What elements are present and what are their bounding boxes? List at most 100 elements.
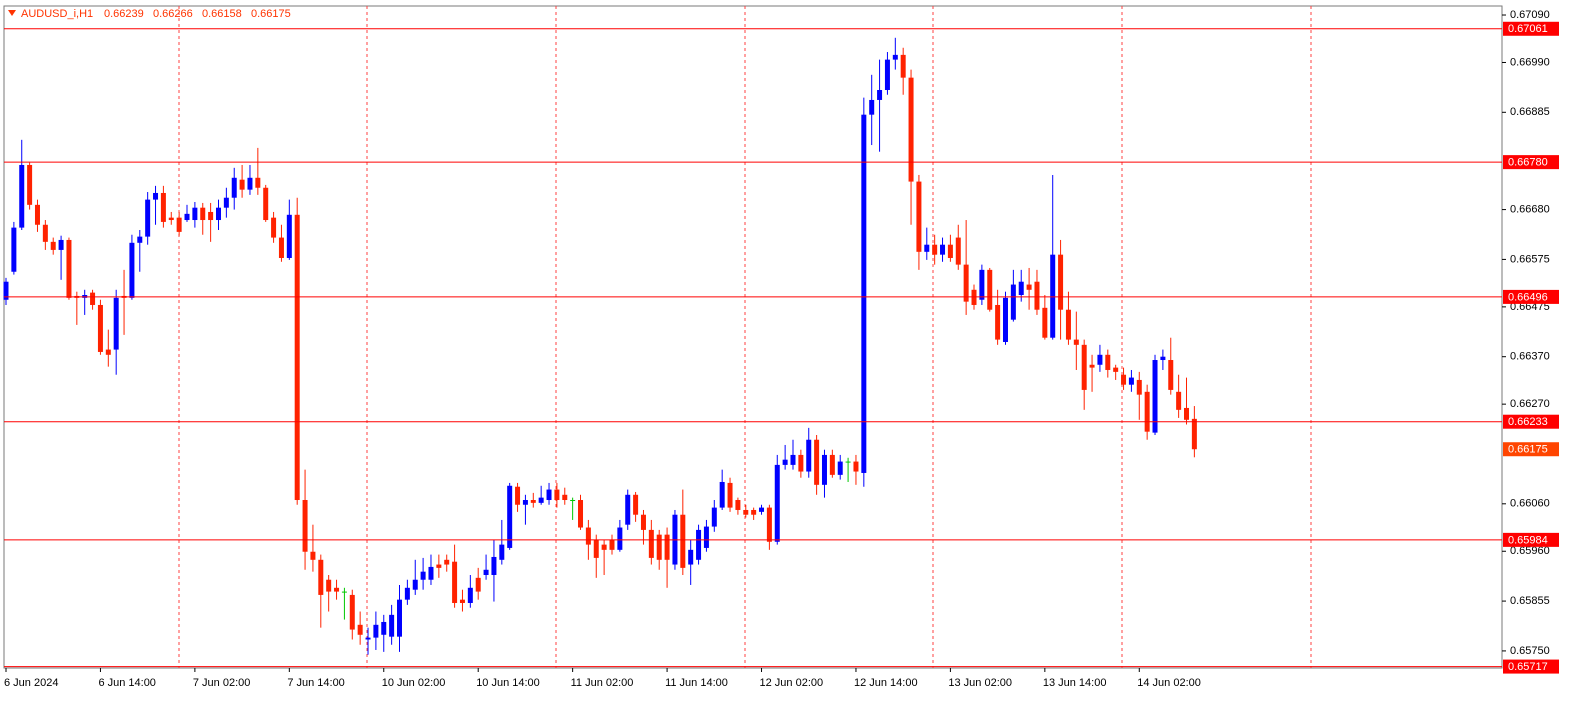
candle-body (884, 59, 890, 90)
candle-body (381, 621, 387, 635)
y-tick-label: 0.66060 (1510, 498, 1550, 510)
x-tick-label: 13 Jun 02:00 (948, 677, 1012, 689)
candle-body (444, 559, 450, 565)
candle-body (365, 637, 371, 640)
candle-body (1121, 374, 1127, 385)
candle-body (208, 211, 214, 221)
candle-body (798, 454, 804, 472)
candle-body (719, 481, 725, 508)
candle-body (223, 197, 229, 208)
candle-body (247, 177, 253, 190)
candle-body (727, 482, 733, 508)
candle-body (877, 89, 883, 100)
candle-body (491, 556, 497, 575)
candle-body (357, 624, 363, 635)
candle-body (137, 236, 143, 243)
candle-body (530, 500, 536, 503)
candle-body (1136, 379, 1142, 395)
header-high: 0.66266 (153, 8, 193, 20)
candle-body (1089, 364, 1095, 368)
candle-body (373, 624, 379, 638)
candle-body (1026, 284, 1032, 290)
level-label-box (1503, 21, 1559, 36)
candle-body (924, 244, 930, 252)
candle-body (160, 192, 166, 222)
candle-body (940, 244, 946, 255)
candle-body (1128, 377, 1134, 385)
candle-body (1034, 281, 1040, 310)
candle-body (987, 269, 993, 310)
candle-body (294, 214, 300, 501)
candle-body (467, 587, 473, 603)
candle-body (688, 549, 694, 565)
candle-body (11, 227, 17, 272)
candle-body (1144, 391, 1150, 432)
candle-body (1050, 254, 1056, 338)
x-tick-label: 10 Jun 02:00 (382, 677, 446, 689)
candle-body (766, 507, 772, 542)
candle-body (892, 54, 898, 60)
candle-body (168, 217, 174, 221)
level-label: 0.65984 (1508, 534, 1548, 546)
candle-body (428, 566, 434, 580)
candle-body (1042, 307, 1048, 338)
candle-body (869, 99, 875, 115)
candle-body (538, 497, 544, 503)
candle-body (640, 514, 646, 530)
candle-body (932, 244, 938, 255)
candle-body (625, 494, 631, 525)
candle-body (475, 577, 481, 592)
candle-body (1191, 418, 1197, 450)
x-tick-label: 10 Jun 14:00 (476, 677, 540, 689)
candle-body (420, 571, 426, 580)
candle-body (239, 179, 245, 190)
candle-body (310, 551, 316, 560)
candle-body (113, 297, 119, 350)
y-tick-label: 0.66575 (1510, 253, 1550, 265)
y-tick-label: 0.66885 (1510, 106, 1550, 118)
candle-body (58, 239, 64, 250)
candle-body (499, 544, 505, 560)
candle-body (192, 207, 198, 221)
candle-body (302, 500, 308, 552)
candle-body (806, 439, 812, 472)
header-open: 0.66239 (104, 8, 144, 20)
x-tick-label: 11 Jun 02:00 (571, 677, 634, 689)
candle-body (680, 514, 686, 568)
y-tick-label: 0.66270 (1510, 398, 1550, 410)
candle-body (900, 54, 906, 78)
candle-body (1160, 356, 1166, 361)
candle-body (389, 614, 395, 637)
x-tick-label: 12 Jun 14:00 (854, 677, 918, 689)
x-tick-label: 6 Jun 2024 (4, 677, 58, 689)
candle-body (979, 269, 985, 300)
candle-body (711, 507, 717, 527)
candle-body (1176, 391, 1182, 410)
candle-body (1018, 281, 1024, 296)
level-label: 0.66780 (1508, 157, 1548, 169)
candle-body (1184, 407, 1189, 420)
candle-body (153, 192, 159, 200)
candle-body (507, 485, 513, 548)
candle-body (105, 349, 111, 355)
candle-body (955, 237, 961, 265)
candle-body (617, 527, 623, 550)
level-label: 0.67061 (1508, 23, 1548, 35)
candle-body (34, 204, 40, 225)
candle-body (50, 241, 56, 250)
candle-body (27, 164, 33, 205)
candle-body (97, 304, 103, 352)
candle-body (318, 559, 324, 595)
candle-body (578, 500, 584, 528)
candle-body (1105, 354, 1111, 370)
y-tick-label: 0.66990 (1510, 56, 1550, 68)
candle-body (145, 199, 151, 237)
y-tick-label: 0.65960 (1510, 545, 1550, 557)
candle-body (515, 486, 521, 505)
candle-body (326, 579, 332, 592)
bid-label: 0.66175 (1508, 444, 1548, 456)
candle-body (821, 454, 827, 485)
header-arrow[interactable] (8, 10, 16, 16)
candle-body (263, 187, 269, 221)
